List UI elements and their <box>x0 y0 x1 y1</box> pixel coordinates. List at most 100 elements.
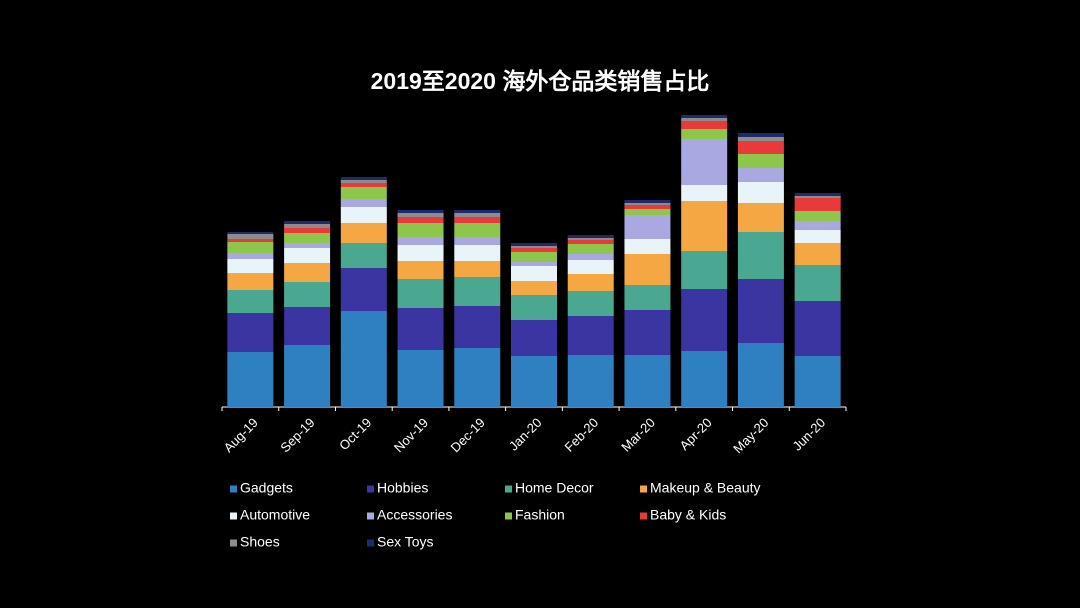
x-tick-label: Dec-19 <box>448 415 488 455</box>
x-tick-label: Sep-19 <box>277 415 317 455</box>
bar-segment <box>397 210 444 213</box>
bar-segment <box>794 243 841 265</box>
legend-label: Shoes <box>240 534 280 550</box>
bar-segment <box>284 233 331 243</box>
bar-segment <box>454 210 501 213</box>
x-tick-label: Jan-20 <box>506 415 545 454</box>
bar-segment <box>284 282 331 307</box>
bar-segment <box>284 224 331 228</box>
bar-segment <box>397 213 444 217</box>
bar-segment <box>511 266 557 281</box>
bar-segment <box>737 141 784 154</box>
bar-segment <box>397 279 444 308</box>
bar-segment <box>511 252 557 262</box>
bar-segment <box>340 243 387 268</box>
bar-segment <box>737 154 784 168</box>
bar-segment <box>681 251 728 289</box>
bar-segment <box>737 182 784 203</box>
bar-segment <box>454 217 501 223</box>
bar-segment <box>511 248 557 252</box>
bar-segment <box>681 289 728 351</box>
bar-segment <box>227 253 274 259</box>
bar-segment <box>681 201 728 251</box>
bar-segment <box>567 244 614 254</box>
bar-segment <box>794 198 841 211</box>
bar-segment <box>567 316 614 355</box>
bar-segment <box>397 308 444 350</box>
bar-segment <box>454 348 501 407</box>
x-tick-label: Aug-19 <box>221 415 261 455</box>
bar-segment <box>794 230 841 243</box>
bar-segment <box>227 313 274 352</box>
bar-segment <box>624 205 671 209</box>
bar-segment <box>397 350 444 407</box>
chart-title: 2019至2020 海外仓品类销售占比 <box>371 68 710 94</box>
bar-segment <box>227 239 274 242</box>
bar-segment <box>567 240 614 244</box>
bar-segment <box>567 291 614 316</box>
legend-swatch <box>367 539 374 547</box>
bar-segment <box>794 301 841 356</box>
legend-label: Sex Toys <box>377 534 434 550</box>
bar-segment <box>681 129 728 139</box>
bar-segment <box>284 221 331 224</box>
legend-swatch <box>230 485 237 493</box>
legend-label: Fashion <box>515 507 565 523</box>
bar-segment <box>227 232 274 234</box>
bar-segment <box>454 213 501 217</box>
bar-segment <box>624 254 671 285</box>
legend-swatch <box>230 512 237 520</box>
bar-segment <box>737 232 784 279</box>
bar-segment <box>511 356 557 407</box>
bar-segment <box>737 137 784 141</box>
bar-segment <box>284 228 331 233</box>
legend-label: Home Decor <box>515 480 594 496</box>
bar-segment <box>567 238 614 240</box>
bar-segment <box>511 262 557 266</box>
bar-segment <box>340 199 387 207</box>
bar-segment <box>794 265 841 301</box>
bar-segment <box>794 211 841 221</box>
bar-segment <box>227 234 274 239</box>
legend-swatch <box>230 539 237 547</box>
bar-segment <box>227 242 274 253</box>
bar-segment <box>567 254 614 260</box>
legend-swatch <box>367 512 374 520</box>
legend-label: Hobbies <box>377 480 428 496</box>
bar-segment <box>567 274 614 291</box>
bar-segment <box>340 183 387 187</box>
legend-swatch <box>640 485 647 493</box>
bar-segment <box>794 196 841 198</box>
bar-segment <box>737 343 784 407</box>
bar-segment <box>624 310 671 355</box>
bar-segment <box>340 207 387 223</box>
legend-label: Automotive <box>240 507 310 523</box>
bar-segment <box>340 177 387 180</box>
x-tick-label: Oct-19 <box>336 415 374 453</box>
bar-segment <box>737 133 784 137</box>
bar-segment <box>624 215 671 239</box>
bar-segment <box>340 268 387 311</box>
bar-segment <box>511 320 557 356</box>
bar-segment <box>284 248 331 263</box>
legend-label: Accessories <box>377 507 452 523</box>
bar-segment <box>737 203 784 232</box>
bar-segment <box>567 355 614 407</box>
bar-segment <box>624 200 671 203</box>
legend-label: Gadgets <box>240 480 293 496</box>
bar-segment <box>681 118 728 121</box>
bar-segment <box>624 203 671 205</box>
legend-swatch <box>505 512 512 520</box>
legend-swatch <box>367 485 374 493</box>
bar-segment <box>454 245 501 261</box>
bar-segment <box>454 306 501 348</box>
bar-segment <box>794 356 841 407</box>
bar-segment <box>624 285 671 310</box>
bar-segment <box>567 260 614 274</box>
bar-segment <box>511 246 557 248</box>
bar-segment <box>340 311 387 407</box>
bar-segment <box>227 352 274 407</box>
bar-segment <box>737 168 784 182</box>
bar-segment <box>284 307 331 345</box>
